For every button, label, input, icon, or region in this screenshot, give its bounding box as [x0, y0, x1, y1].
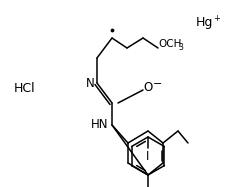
Text: 3: 3 — [178, 42, 183, 51]
Text: HN: HN — [90, 119, 108, 131]
Text: HCl: HCl — [14, 82, 36, 94]
Text: O: O — [143, 80, 152, 94]
Text: Hg: Hg — [196, 16, 213, 28]
Text: OCH: OCH — [158, 39, 181, 49]
Text: −: − — [153, 79, 162, 89]
Text: +: + — [213, 13, 220, 22]
Text: N: N — [86, 76, 95, 90]
Text: I: I — [146, 150, 150, 163]
